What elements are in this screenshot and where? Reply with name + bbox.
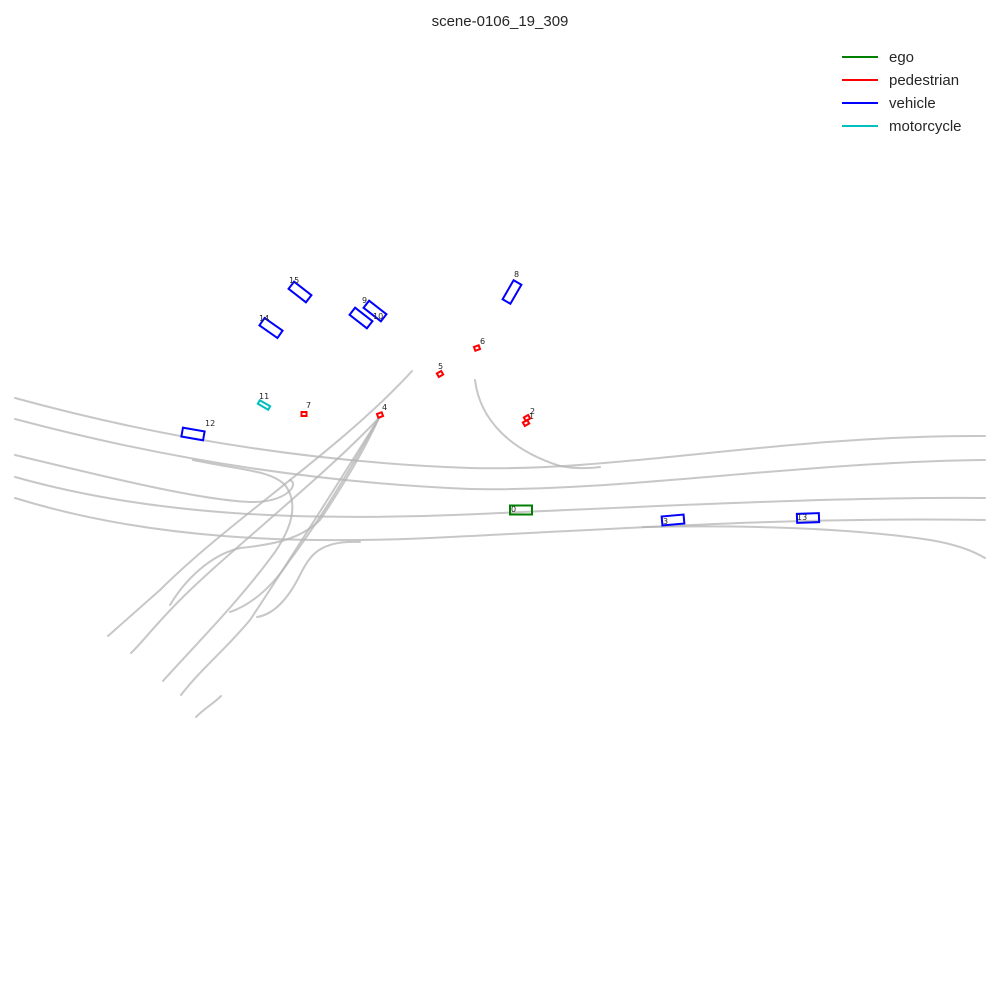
vehicle-box	[660, 513, 686, 527]
agent-15: 15	[287, 276, 313, 304]
agent-4: 4	[375, 403, 387, 420]
agent-id-label: 12	[205, 419, 215, 428]
lane-line	[162, 459, 294, 682]
agent-id-label: 2	[530, 407, 535, 416]
legend-label-pedestrian: pedestrian	[889, 72, 959, 89]
agent-id-label: 11	[259, 392, 269, 401]
agent-6: 6	[472, 337, 485, 353]
lane-line	[107, 370, 413, 637]
agent-10: 10	[362, 299, 388, 323]
agent-14: 14	[258, 314, 284, 340]
lane-line	[180, 417, 380, 696]
agent-id-label: 14	[259, 314, 269, 323]
agent-id-label: 9	[362, 296, 367, 305]
lane-line	[169, 417, 380, 606]
agent-13: 13	[795, 512, 821, 524]
agent-9: 9	[348, 296, 374, 330]
agent-11: 11	[256, 392, 272, 412]
vehicle-box	[287, 280, 313, 304]
agent-3: 3	[660, 513, 686, 527]
vehicle-box	[180, 426, 206, 442]
agent-id-label: 13	[797, 513, 807, 522]
agent-id-label: 7	[306, 401, 311, 410]
agent-0: 0	[509, 504, 533, 516]
agent-id-label: 4	[382, 403, 387, 412]
agent-id-label: 5	[438, 362, 443, 371]
lane-line	[256, 540, 361, 618]
scene-title: scene-0106_19_309	[432, 13, 569, 30]
lane-line	[642, 525, 986, 559]
pedestrian-box	[300, 411, 308, 417]
legend-item-motorcycle: motorcycle	[842, 118, 962, 135]
lane-line	[14, 418, 986, 491]
agent-id-label: 8	[514, 270, 519, 279]
pedestrian-box	[522, 413, 532, 423]
vehicle-box	[258, 316, 284, 340]
pedestrian-box	[435, 369, 445, 379]
agent-id-label: 0	[511, 505, 516, 514]
lane-line	[14, 476, 986, 518]
legend-item-vehicle: vehicle	[842, 95, 936, 112]
agent-2: 2	[522, 407, 535, 423]
motorcycle-box	[256, 398, 272, 412]
agent-id-label: 3	[663, 517, 668, 526]
vehicle-box	[795, 512, 821, 524]
lane-line	[229, 417, 380, 613]
lane-line	[14, 454, 294, 504]
lane-line	[14, 397, 986, 470]
lane-line	[474, 379, 601, 470]
pedestrian-box	[375, 410, 385, 420]
legend-item-pedestrian: pedestrian	[842, 72, 959, 89]
agent-id-label: 1	[529, 412, 534, 421]
lane-line	[130, 417, 380, 654]
vehicle-box	[362, 299, 388, 323]
agent-12: 12	[180, 419, 215, 442]
ego-box	[509, 504, 533, 516]
lane-line	[195, 695, 222, 718]
vehicle-box	[501, 278, 523, 306]
legend: ego pedestrian vehicle motorcycle	[842, 49, 962, 135]
pedestrian-box	[472, 343, 482, 353]
agent-id-label: 10	[373, 312, 383, 321]
lane-line	[14, 497, 986, 542]
legend-label-vehicle: vehicle	[889, 95, 936, 112]
agent-id-label: 6	[480, 337, 485, 346]
agent-5: 5	[435, 362, 445, 379]
lane-network	[14, 370, 986, 718]
legend-item-ego: ego	[842, 49, 914, 66]
legend-label-ego: ego	[889, 49, 914, 66]
vehicle-box	[348, 306, 374, 330]
agent-7: 7	[300, 401, 311, 417]
agent-8: 8	[501, 270, 523, 306]
legend-label-motorcycle: motorcycle	[889, 118, 962, 135]
agent-id-label: 15	[289, 276, 299, 285]
